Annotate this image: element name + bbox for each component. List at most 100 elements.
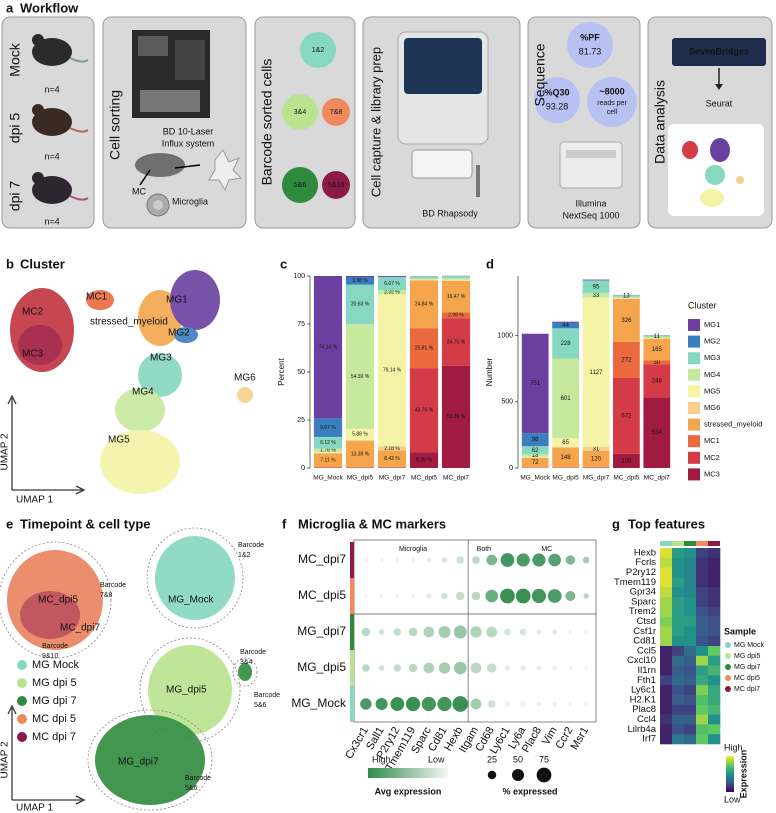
cluster-label: 9&10 (42, 653, 58, 660)
bar-segment (521, 446, 549, 455)
workflow-art-shape (672, 38, 766, 66)
heat-cell (672, 685, 685, 696)
heat-cell (696, 665, 709, 676)
dot (583, 593, 589, 599)
heat-cell (696, 577, 709, 588)
data-label: 53.29 % (447, 414, 466, 420)
workflow-art-shape (682, 141, 698, 159)
row-strip (350, 578, 354, 614)
sample-bar (708, 541, 720, 546)
bar-segment (345, 428, 375, 440)
cluster-label: Barcode (100, 582, 126, 589)
bar-segment (582, 280, 610, 281)
sample-size: n=4 (44, 216, 59, 226)
dot (452, 696, 469, 712)
umap-cluster-art-shape (18, 325, 62, 365)
dot (456, 591, 465, 601)
dot (520, 701, 526, 707)
y-tick-label: 100 (293, 273, 305, 280)
heat-cell (696, 626, 709, 637)
sample-bar (672, 541, 684, 546)
heat-cell (660, 655, 673, 666)
heat-cell (672, 734, 685, 745)
axis-label: UMAP 1 (16, 495, 53, 506)
cluster-label: Barcode (185, 775, 211, 782)
workflow-art-shape-shape (32, 104, 44, 116)
cluster-label: Barcode (240, 649, 266, 656)
bar-segment (613, 377, 640, 454)
legend-label: MG4 (704, 370, 720, 379)
metric-value: 93.28 (546, 101, 569, 111)
heat-cell (660, 724, 673, 735)
heat-cell (696, 646, 709, 657)
workflow-art-shape-shape (69, 127, 89, 133)
axis-label: UMAP 2 (0, 433, 11, 470)
cluster-label: 5&6 (185, 785, 198, 792)
bar-segment (582, 280, 610, 294)
metric-value: ~8000 (599, 86, 624, 96)
dot (487, 700, 496, 708)
workflow-art-shape (736, 176, 744, 184)
heat-cell (672, 616, 685, 627)
heat-cell (708, 557, 721, 568)
data-label: 44 (562, 323, 569, 329)
data-label: 11 (654, 334, 661, 340)
heat-cell (696, 587, 709, 598)
data-label: 54.39 % (351, 374, 370, 380)
dot (360, 698, 372, 710)
y-tick-label: 25 (297, 417, 305, 424)
bar-segment (521, 456, 549, 458)
panel-letter: f (282, 516, 287, 531)
heat-cell (660, 685, 673, 696)
dot (520, 665, 526, 671)
group-label: dpi 7 (7, 181, 23, 212)
cluster-label: 5&6 (254, 702, 267, 709)
dot (395, 594, 400, 598)
cluster-label: 3&4 (240, 659, 253, 666)
heat-cell (684, 597, 697, 608)
heat-cell (684, 567, 697, 578)
bar-segment (345, 441, 375, 467)
bar-segment (409, 278, 439, 280)
dot (565, 590, 576, 602)
heat-cell (696, 548, 709, 559)
bar-segment (613, 453, 640, 468)
data-label: 9.67 % (320, 425, 336, 431)
row-label: MC_dpi7 (298, 552, 346, 566)
workflow-art-shape (700, 189, 724, 207)
step-title: Cell capture & library prep (368, 47, 383, 197)
workflow-art-shape (559, 141, 623, 189)
panel-title: Cluster (20, 256, 65, 271)
legend-swatch (688, 385, 700, 398)
heat-cell (672, 557, 685, 568)
legend-swatch (688, 368, 700, 381)
group-label: Microglia (399, 546, 427, 553)
size-key-label: 75 (539, 754, 549, 764)
data-label: 6.12 % (320, 440, 336, 446)
heat-cell (684, 646, 697, 657)
bar-segment (313, 436, 343, 449)
legend-title: Sample (724, 626, 756, 636)
umap-timepoint-art-shape (155, 536, 235, 620)
data-label: 248 (652, 378, 663, 384)
x-tick-label: MG_Mock (520, 475, 550, 482)
x-tick-label: MG_dpi7 (379, 475, 406, 482)
data-label: 72 (532, 460, 539, 466)
bar-segment (552, 447, 579, 468)
heat-cell (708, 704, 721, 715)
y-tick-label: 1000 (497, 332, 513, 339)
cluster-label: 1&2 (238, 552, 251, 559)
dot (568, 666, 573, 670)
dot (568, 630, 573, 634)
bar-segment (377, 450, 407, 467)
data-label: 79.14 % (383, 368, 402, 374)
instrument: Influx system (162, 138, 215, 148)
dot (363, 558, 368, 562)
step-title: Data analysis (652, 80, 668, 164)
data-label: 65 (562, 440, 569, 446)
gene-label: Lilrb4a (627, 724, 656, 735)
data-label: 601 (561, 396, 572, 402)
legend-swatch (688, 451, 700, 464)
data-label: 20.81 % (415, 345, 434, 351)
dot (405, 696, 421, 712)
